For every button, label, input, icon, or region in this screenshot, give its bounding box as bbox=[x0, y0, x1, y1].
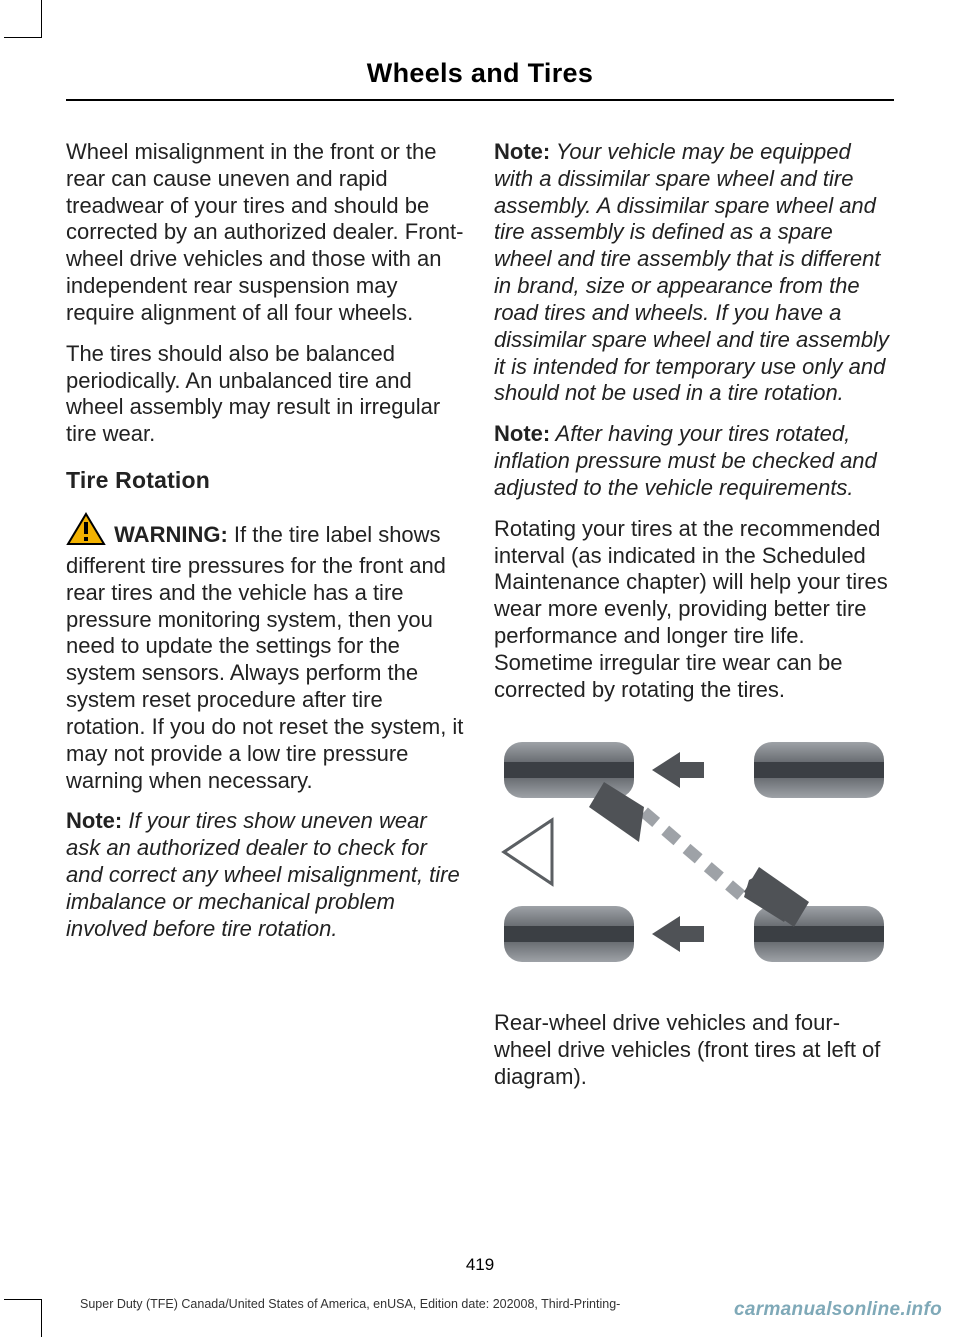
note-label: Note: bbox=[494, 421, 550, 446]
arrow-bottom-left-icon bbox=[652, 916, 704, 952]
note-after-rotation: Note: After having your tires rotated, i… bbox=[494, 421, 894, 501]
note-body: If your tires show uneven wear ask an au… bbox=[66, 808, 460, 940]
note-label: Note: bbox=[494, 139, 550, 164]
diagram-caption: Rear-wheel drive vehicles and four-wheel… bbox=[494, 1010, 894, 1090]
page-corner-top-left bbox=[4, 0, 42, 38]
warning-body: If the tire label shows different tire p… bbox=[66, 522, 463, 792]
paragraph-misalignment: Wheel misalignment in the front or the r… bbox=[66, 139, 464, 327]
note-uneven-wear: Note: If your tires show uneven wear ask… bbox=[66, 808, 464, 942]
content-columns: Wheel misalignment in the front or the r… bbox=[0, 101, 960, 1105]
footer-edition-line: Super Duty (TFE) Canada/United States of… bbox=[80, 1297, 620, 1311]
section-heading-tire-rotation: Tire Rotation bbox=[66, 466, 464, 494]
tire-rotation-diagram bbox=[494, 722, 894, 989]
paragraph-balance: The tires should also be balanced period… bbox=[66, 341, 464, 448]
note-dissimilar-spare: Note: Your vehicle may be equipped with … bbox=[494, 139, 894, 407]
arrow-outline-left-icon bbox=[504, 820, 552, 884]
page-corner-bottom-left bbox=[4, 1299, 42, 1337]
warning-triangle-icon bbox=[66, 512, 106, 553]
warning-label: WARNING: bbox=[114, 522, 228, 547]
note-label: Note: bbox=[66, 808, 122, 833]
arrow-top-left-icon bbox=[652, 752, 704, 788]
warning-block: WARNING: If the tire label shows differe… bbox=[66, 512, 464, 794]
page-title: Wheels and Tires bbox=[0, 58, 960, 89]
left-column: Wheel misalignment in the front or the r… bbox=[66, 139, 464, 1105]
watermark: carmanualsonline.info bbox=[734, 1299, 942, 1321]
tire-front-right bbox=[754, 742, 884, 798]
note-body: After having your tires rotated, inflati… bbox=[494, 421, 877, 500]
swap-dashes bbox=[644, 812, 749, 902]
header: Wheels and Tires bbox=[0, 0, 960, 101]
page-number: 419 bbox=[0, 1255, 960, 1275]
note-body: Your vehicle may be equipped with a diss… bbox=[494, 139, 889, 405]
paragraph-rotation-interval: Rotating your tires at the recommended i… bbox=[494, 516, 894, 704]
tire-rear-left bbox=[504, 906, 634, 962]
right-column: Note: Your vehicle may be equipped with … bbox=[494, 139, 894, 1105]
